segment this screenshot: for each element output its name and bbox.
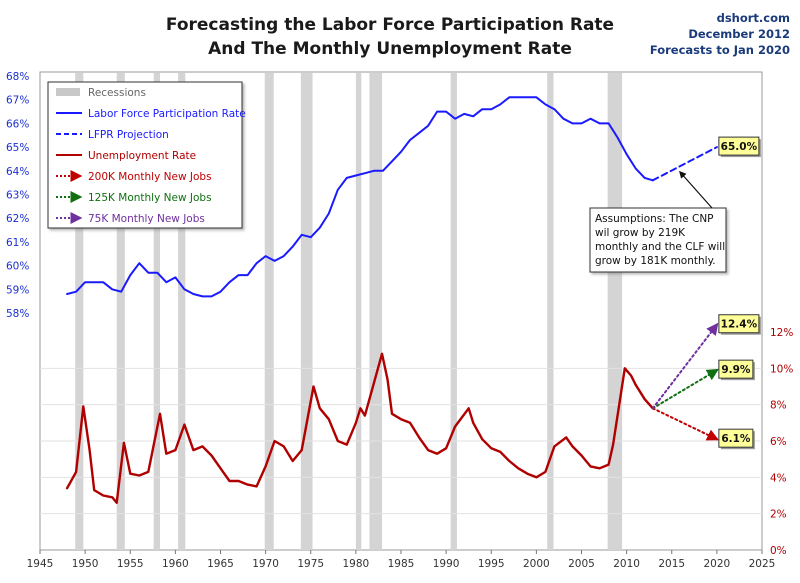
assumptions-line-3: monthly and the CLF will <box>595 241 725 253</box>
callout-box-3 <box>718 428 754 448</box>
y-right-tick-label-2: 4% <box>770 472 787 484</box>
callout-box-5 <box>718 314 760 334</box>
x-tick-label-4: 1965 <box>207 558 234 570</box>
legend-label-unemployment: Unemployment Rate <box>88 150 196 162</box>
y-left-tick-label-3: 61% <box>6 237 29 249</box>
y-right-axis-ticks: 0% 2% 4% 6% 8% 10% 12% <box>770 327 793 557</box>
y-right-tick-label-1: 2% <box>770 509 787 521</box>
y-right-tick-label-4: 8% <box>770 400 787 412</box>
legend-label-75k: 75K Monthly New Jobs <box>88 213 205 225</box>
recessions-layer <box>75 73 623 550</box>
callout-box-4 <box>718 359 754 379</box>
series-line-3 <box>651 407 720 441</box>
chart-subtitle: And The Monthly Unemployment Rate <box>208 39 572 59</box>
x-tick-label-5: 1970 <box>252 558 279 570</box>
date-note: December 2012 <box>688 27 790 41</box>
callout-layer: 65.0% 6.1% 9.9% 12.4% <box>718 136 761 450</box>
y-right-tick-label-5: 10% <box>770 363 793 375</box>
series-line-5 <box>651 322 719 410</box>
recession-band-4 <box>264 73 274 550</box>
y-left-tick-label-8: 66% <box>6 118 29 130</box>
y-left-tick-label-6: 64% <box>6 166 29 178</box>
recession-band-3 <box>178 73 186 550</box>
source-label: dshort.com <box>717 11 790 25</box>
grid-layer <box>40 367 762 515</box>
series-layer <box>65 96 720 504</box>
recession-band-2 <box>153 73 161 550</box>
series-line-4 <box>651 368 719 410</box>
y-left-tick-label-4: 62% <box>6 213 29 225</box>
callout-label-1: 65.0% <box>721 141 758 153</box>
x-tick-label-15: 2020 <box>704 558 731 570</box>
x-tick-label-9: 1990 <box>433 558 460 570</box>
recession-band-10 <box>607 73 623 550</box>
series-line-1 <box>651 146 718 182</box>
assumptions-line-4: grow by 181K monthly. <box>595 255 716 267</box>
callout-box-1 <box>718 136 760 156</box>
x-tick-label-3: 1960 <box>162 558 189 570</box>
legend-label-lfpr-projection: LFPR Projection <box>88 129 169 141</box>
recession-band-7 <box>369 73 383 550</box>
assumptions-box <box>589 207 727 273</box>
y-left-tick-label-10: 68% <box>6 71 29 83</box>
assumptions-line-2: wil grow by 219K <box>595 227 686 239</box>
recession-band-8 <box>450 73 457 550</box>
recession-band-6 <box>355 73 362 550</box>
y-left-tick-label-9: 67% <box>6 95 29 107</box>
y-left-tick-label-7: 65% <box>6 142 29 154</box>
y-right-tick-label-0: 0% <box>770 545 787 557</box>
y-left-tick-label-1: 59% <box>6 284 29 296</box>
y-left-axis-ticks: 58% 59% 60% 61% 62% 63% 64% 65% 66% 67% 68% <box>6 71 29 320</box>
x-tick-label-0: 1945 <box>27 558 54 570</box>
forecast-note: Forecasts to Jan 2020 <box>650 43 790 57</box>
x-tick-label-1: 1950 <box>72 558 99 570</box>
x-tick-label-11: 2000 <box>523 558 550 570</box>
x-tick-label-6: 1975 <box>297 558 324 570</box>
legend-swatch-recessions <box>56 88 80 96</box>
x-tick-label-2: 1955 <box>117 558 144 570</box>
x-axis-ticks: 1945 1950 1955 1960 1965 1970 1975 1980 1985 1990… <box>27 550 776 570</box>
x-tick-label-13: 2010 <box>613 558 640 570</box>
recession-band-5 <box>300 73 313 550</box>
recession-band-9 <box>547 73 554 550</box>
assumptions-line-1: Assumptions: The CNP <box>595 213 714 225</box>
recession-band-0 <box>75 73 84 550</box>
y-left-tick-label-2: 60% <box>6 261 29 273</box>
callout-label-5: 12.4% <box>721 319 758 331</box>
x-tick-label-12: 2005 <box>568 558 595 570</box>
x-tick-label-14: 2015 <box>658 558 685 570</box>
series-line-2 <box>65 352 654 504</box>
x-tick-label-16: 2025 <box>749 558 776 570</box>
x-tick-label-7: 1980 <box>343 558 370 570</box>
legend-label-200k: 200K Monthly New Jobs <box>88 171 212 183</box>
y-right-tick-label-6: 12% <box>770 327 793 339</box>
legend-items: Recessions Labor Force Participation Rat… <box>56 87 246 225</box>
chart-title: Forecasting the Labor Force Participatio… <box>166 15 614 35</box>
series-line-0 <box>66 96 654 298</box>
assumptions-arrow <box>679 170 713 209</box>
y-left-tick-label-5: 63% <box>6 190 29 202</box>
y-right-tick-label-3: 6% <box>770 436 787 448</box>
x-tick-label-10: 1995 <box>478 558 505 570</box>
y-left-tick-label-0: 58% <box>6 308 29 320</box>
recession-band-1 <box>116 73 125 550</box>
callout-label-4: 9.9% <box>721 364 751 376</box>
x-tick-label-8: 1985 <box>388 558 415 570</box>
callout-label-3: 6.1% <box>721 433 751 445</box>
legend-label-lfpr: Labor Force Participation Rate <box>88 108 246 120</box>
legend-label-recessions: Recessions <box>88 87 146 99</box>
legend-label-125k: 125K Monthly New Jobs <box>88 192 212 204</box>
